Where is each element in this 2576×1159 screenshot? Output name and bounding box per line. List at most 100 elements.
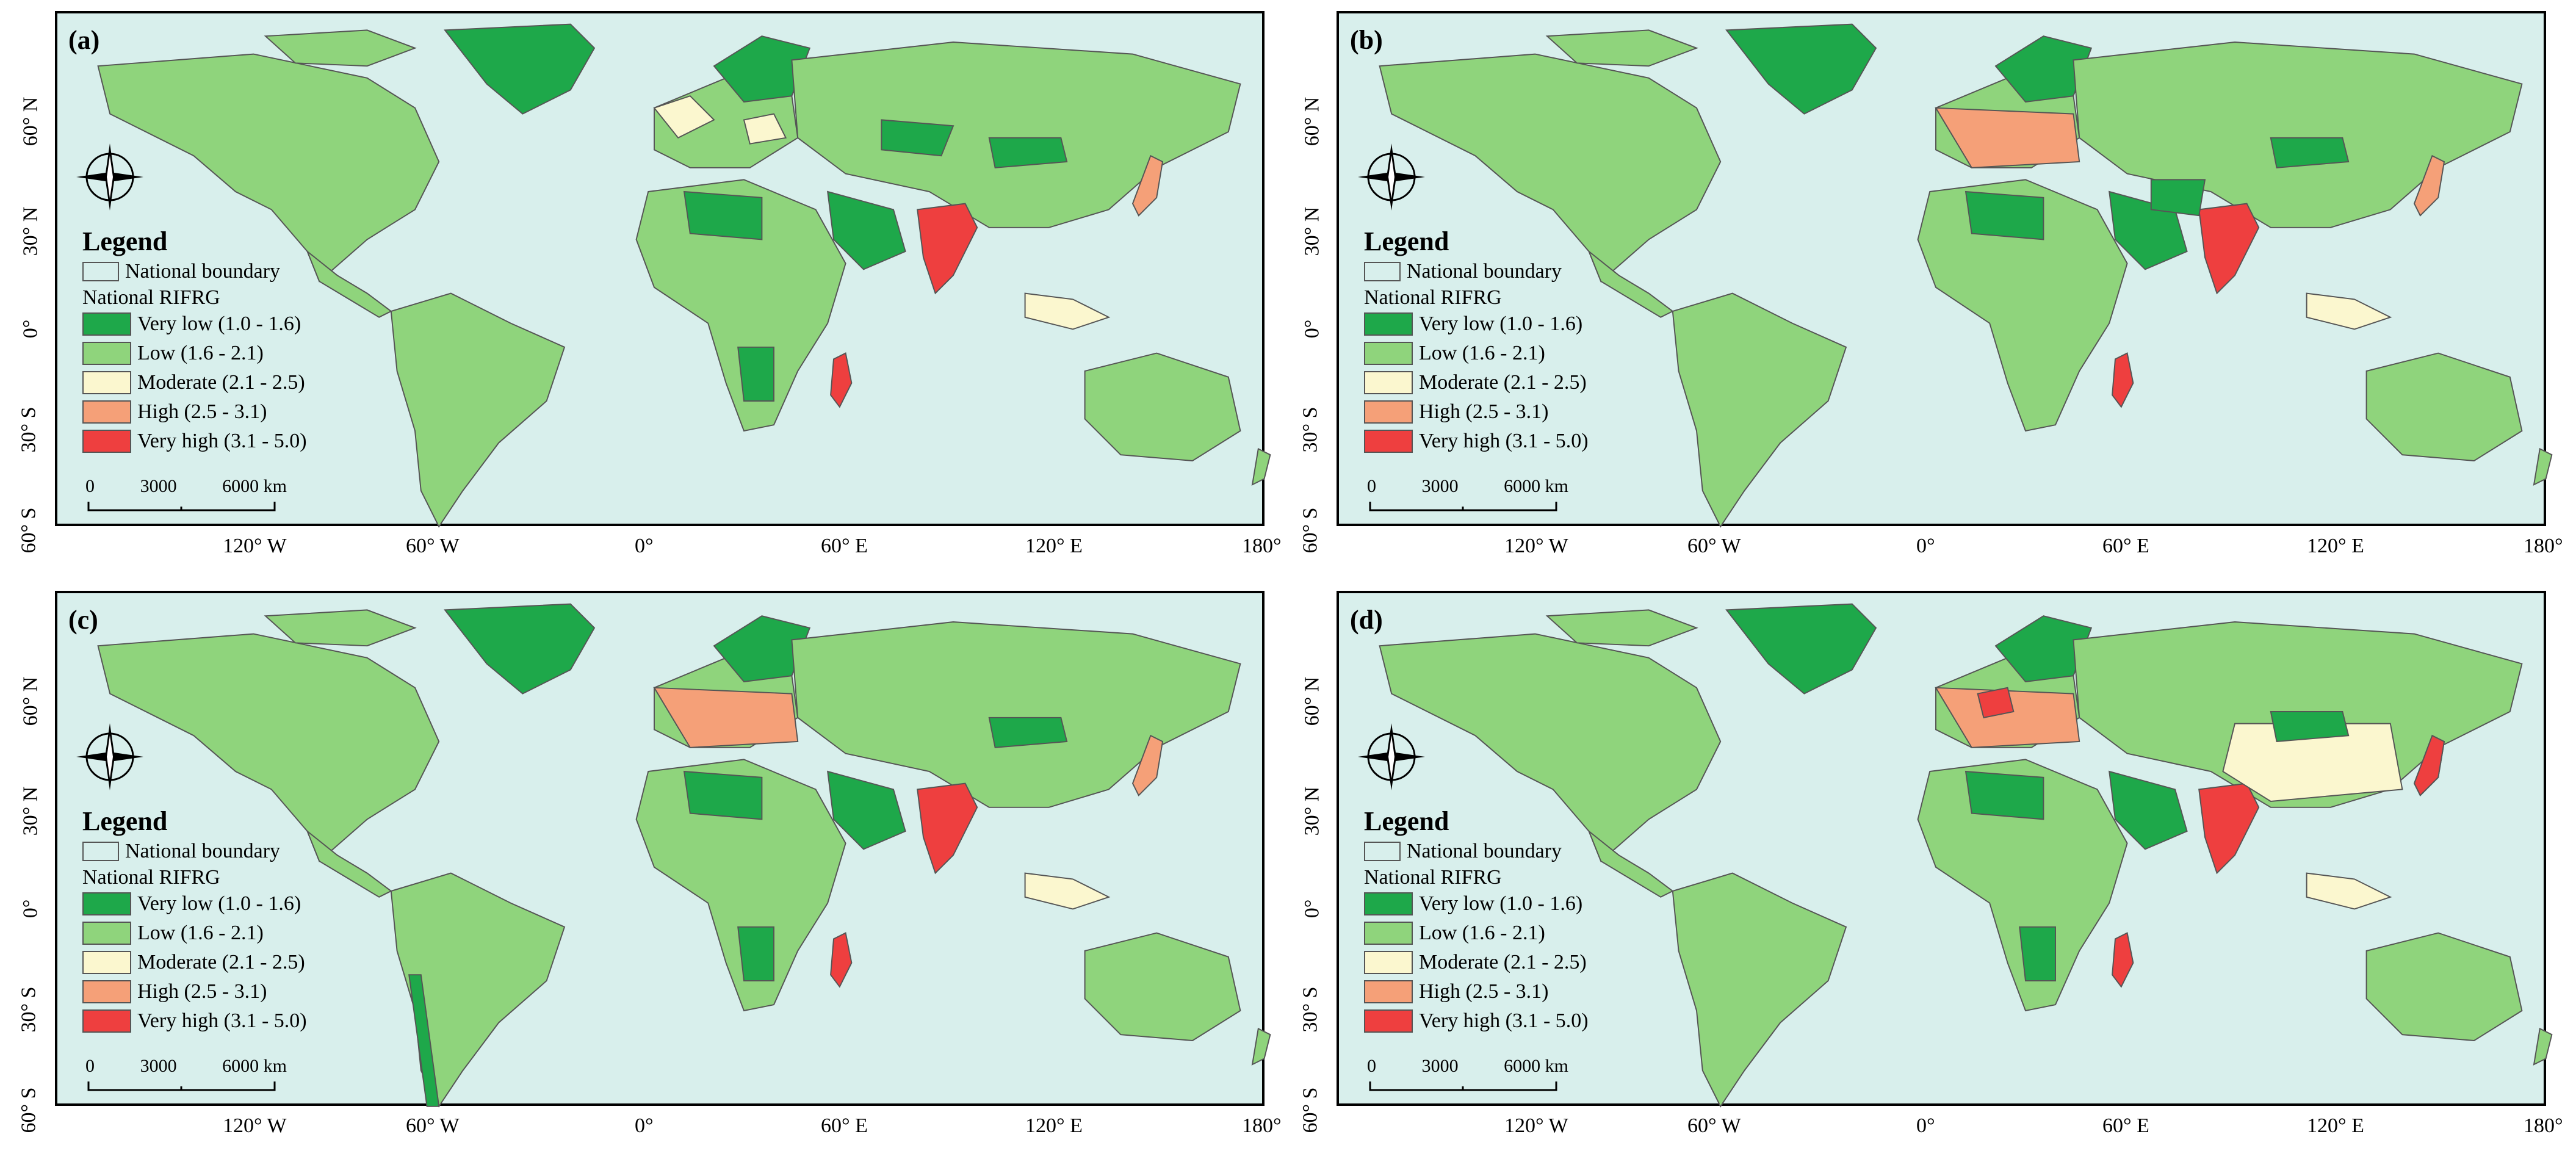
y-tick: 0° <box>1301 899 1324 919</box>
x-tick: 180° <box>1242 535 1282 557</box>
y-tick: 60° N <box>19 676 42 726</box>
x-tick: 60° E <box>821 535 868 557</box>
legend-row: Low (1.6 - 2.1) <box>82 339 307 368</box>
legend-row: Low (1.6 - 2.1) <box>1364 339 1589 368</box>
legend-label: High (2.5 - 3.1) <box>137 980 267 1003</box>
y-tick: 30° S <box>1299 406 1322 453</box>
scale-label: 3000 <box>140 1056 177 1076</box>
scale-label: 0 <box>85 476 95 496</box>
legend-label: Moderate (2.1 - 2.5) <box>1419 371 1587 394</box>
legend-swatch <box>1364 892 1413 915</box>
panel-label: (c) <box>68 605 98 635</box>
y-tick: 0° <box>19 319 42 339</box>
legend-swatch <box>1364 312 1413 336</box>
legend-row: Very low (1.0 - 1.6) <box>1364 309 1589 339</box>
map-svg <box>1337 11 2553 527</box>
legend: Legend National boundary National RIFRG … <box>1364 806 1589 1036</box>
legend-label: Very high (3.1 - 5.0) <box>1419 430 1589 452</box>
legend: Legend National boundary National RIFRG … <box>82 226 307 456</box>
panel-label: (d) <box>1350 605 1383 635</box>
legend-swatch <box>1364 400 1413 424</box>
legend-row: Low (1.6 - 2.1) <box>1364 919 1589 948</box>
scale-label: 0 <box>1367 476 1376 496</box>
legend-row: Very low (1.0 - 1.6) <box>82 889 307 919</box>
legend-title: Legend <box>1364 806 1449 836</box>
legend-swatch <box>82 430 131 453</box>
legend-label: Moderate (2.1 - 2.5) <box>137 951 305 973</box>
compass-rose-icon <box>1346 131 1437 226</box>
legend-title: Legend <box>1364 226 1449 256</box>
map-svg <box>55 591 1271 1107</box>
legend-row: High (2.5 - 3.1) <box>1364 977 1589 1006</box>
y-tick: 60° S <box>1299 507 1322 554</box>
legend-swatch <box>82 1009 131 1033</box>
legend-label: Low (1.6 - 2.1) <box>137 922 264 944</box>
legend-swatch <box>82 400 131 424</box>
scale-label: 0 <box>1367 1056 1376 1076</box>
map-svg <box>55 11 1271 527</box>
legend-swatch <box>82 951 131 974</box>
legend-subtitle: National RIFRG <box>1364 866 1502 889</box>
x-tick: 120° E <box>2307 1114 2364 1137</box>
x-tick: 0° <box>1916 1114 1935 1137</box>
legend-swatch <box>82 371 131 394</box>
x-tick: 120° W <box>223 1114 287 1137</box>
scale-label: 6000 km <box>1504 1056 1568 1076</box>
y-tick: 30° S <box>1299 986 1322 1033</box>
x-tick: 0° <box>635 1114 654 1137</box>
legend-swatch <box>1364 430 1413 453</box>
legend-boundary-label: National boundary <box>1407 840 1562 862</box>
legend-label: Low (1.6 - 2.1) <box>137 342 264 364</box>
legend-row: Very low (1.0 - 1.6) <box>82 309 307 339</box>
legend-title: Legend <box>82 226 168 256</box>
legend-row: Moderate (2.1 - 2.5) <box>82 368 307 397</box>
x-tick: 60° W <box>406 1114 460 1137</box>
legend-boundary-row: National boundary <box>82 837 307 866</box>
x-tick: 120° E <box>1025 1114 1083 1137</box>
legend-label: Moderate (2.1 - 2.5) <box>1419 951 1587 973</box>
legend-label: Very low (1.0 - 1.6) <box>137 892 301 915</box>
legend-swatch <box>82 922 131 945</box>
legend-label: Low (1.6 - 2.1) <box>1419 922 1545 944</box>
boundary-swatch <box>1364 262 1401 281</box>
y-tick: 30° N <box>1301 786 1324 836</box>
scale-label: 6000 km <box>222 1056 287 1076</box>
legend-row: High (2.5 - 3.1) <box>82 397 307 427</box>
compass-rose-icon <box>64 131 156 226</box>
map-panel-d: (d) Legend National boundary National RI… <box>1282 580 2563 1154</box>
y-tick: 30° N <box>19 786 42 836</box>
x-tick: 60° E <box>2102 1114 2149 1137</box>
legend-label: High (2.5 - 3.1) <box>1419 980 1549 1003</box>
legend-swatch <box>1364 980 1413 1003</box>
legend-label: Low (1.6 - 2.1) <box>1419 342 1545 364</box>
y-tick: 60° S <box>17 507 40 554</box>
map-panel-a: (a) Legend National boundary National RI… <box>0 0 1282 574</box>
legend-label: Very high (3.1 - 5.0) <box>137 1009 307 1032</box>
y-tick: 30° N <box>1301 206 1324 256</box>
legend-row: Very low (1.0 - 1.6) <box>1364 889 1589 919</box>
legend-swatch <box>1364 922 1413 945</box>
compass-rose-icon <box>64 711 156 806</box>
scale-label: 3000 <box>140 476 177 496</box>
scale-bar: 0 3000 6000 km <box>1367 1056 1568 1097</box>
legend-subtitle: National RIFRG <box>1364 286 1502 309</box>
x-tick: 120° W <box>1504 1114 1568 1137</box>
scale-bar: 0 3000 6000 km <box>1367 476 1568 518</box>
legend-swatch <box>82 342 131 365</box>
x-tick: 180° <box>2524 535 2563 557</box>
boundary-swatch <box>82 262 119 281</box>
legend-label: Very low (1.0 - 1.6) <box>1419 892 1583 915</box>
x-tick: 60° W <box>1687 1114 1741 1137</box>
x-tick: 60° E <box>2102 535 2149 557</box>
legend-row: Moderate (2.1 - 2.5) <box>1364 948 1589 977</box>
map-panel-b: (b) Legend National boundary National RI… <box>1282 0 2563 574</box>
y-tick: 0° <box>1301 319 1324 339</box>
y-tick: 60° N <box>19 96 42 146</box>
legend-row: Moderate (2.1 - 2.5) <box>82 948 307 977</box>
legend-label: Moderate (2.1 - 2.5) <box>137 371 305 394</box>
legend-row: Very high (3.1 - 5.0) <box>82 1006 307 1036</box>
x-tick: 180° <box>2524 1114 2563 1137</box>
compass-rose-icon <box>1346 711 1437 806</box>
legend-label: Very low (1.0 - 1.6) <box>1419 312 1583 335</box>
legend-swatch <box>1364 342 1413 365</box>
